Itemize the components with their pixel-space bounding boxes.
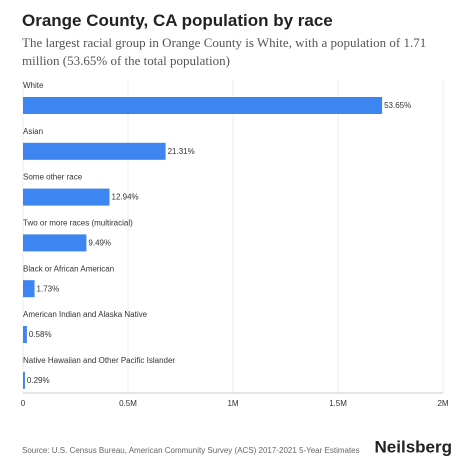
value-label: 1.73% <box>37 284 60 293</box>
value-label: 12.94% <box>112 193 139 202</box>
category-label: White <box>23 81 44 90</box>
chart-subtitle: The largest racial group in Orange Count… <box>22 35 427 68</box>
x-tick-label: 1.5M <box>329 399 347 408</box>
value-label: 0.29% <box>27 376 50 385</box>
bar <box>23 234 87 252</box>
value-label: 21.31% <box>168 147 195 156</box>
category-label: Some other race <box>23 173 83 182</box>
category-label: American Indian and Alaska Native <box>23 310 148 319</box>
x-tick-label: 0.5M <box>119 399 137 408</box>
bar <box>23 97 383 114</box>
value-label: 9.49% <box>88 239 111 248</box>
category-label: Native Hawaiian and Other Pacific Island… <box>23 356 175 365</box>
chart-title: Orange County, CA population by race <box>22 11 333 30</box>
x-tick-label: 1M <box>227 399 238 408</box>
bar <box>23 326 27 343</box>
category-label: Black or African American <box>23 264 114 273</box>
bar <box>23 188 110 206</box>
value-label: 53.65% <box>384 101 411 110</box>
brand: Neilsberg <box>375 437 452 456</box>
bar <box>23 371 25 389</box>
x-tick-label: 2M <box>437 399 448 408</box>
category-label: Two or more races (multiracial) <box>23 219 133 228</box>
value-label: 0.58% <box>29 330 52 339</box>
source: Source: U.S. Census Bureau, American Com… <box>22 446 360 455</box>
category-label: Asian <box>23 127 43 136</box>
bar <box>23 280 35 298</box>
x-tick-label: 0 <box>21 399 26 408</box>
bar <box>23 142 166 160</box>
